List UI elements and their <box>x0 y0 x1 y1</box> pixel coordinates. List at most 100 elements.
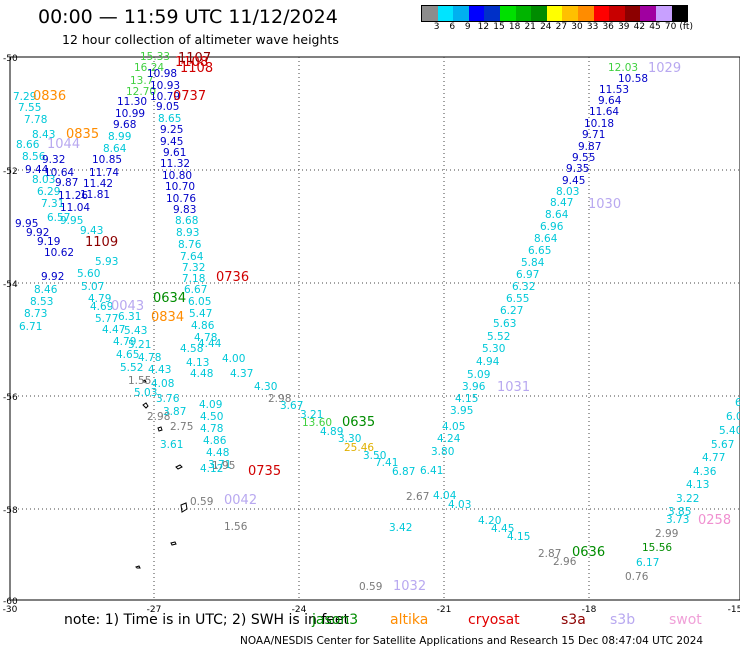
wave-height-value: 11.81 <box>80 189 110 201</box>
wave-height-value: 4.79 <box>88 293 111 305</box>
wave-height-value: 5.84 <box>521 257 545 269</box>
wave-height-value: 4.05 <box>442 421 465 433</box>
wave-height-value: 9.92 <box>41 271 64 283</box>
wave-height-value: 4.13 <box>686 479 709 491</box>
wave-height-value: 8.03 <box>556 186 579 198</box>
legend-tick-label: 33 <box>586 22 599 32</box>
wave-height-value: 8.53 <box>30 296 53 308</box>
wave-height-value: 12.03 <box>608 62 638 74</box>
wave-height-value: 6 <box>735 397 740 409</box>
wave-height-value: 7.64 <box>180 251 204 263</box>
legend-tick-label: 12 <box>477 22 490 32</box>
track-time-label: 0737 <box>173 89 206 104</box>
wave-height-value: 9.95 <box>60 215 83 227</box>
wave-height-value: 8.93 <box>176 227 199 239</box>
latitude-label: -60 <box>3 597 18 607</box>
wave-height-value: 9.45 <box>562 175 585 187</box>
wave-height-value: 11.26 <box>58 190 88 202</box>
wave-height-value: 6.67 <box>184 284 207 296</box>
track-time-label: 0636 <box>572 545 605 560</box>
legend-tick-label: 9 <box>464 22 471 32</box>
wave-height-value: 8.64 <box>534 233 558 245</box>
wave-height-value: 8.68 <box>175 215 198 227</box>
color-scale-labels: 3 6 9 12 15 18 21 24 27 30 33 36 39 42 45 70 (ft) <box>421 22 733 34</box>
wave-height-value: 5.52 <box>487 331 510 343</box>
wave-height-value: 4.86 <box>191 320 215 332</box>
wave-height-value: 6.57 <box>47 212 70 224</box>
wave-height-value: 0.59 <box>190 496 213 508</box>
wave-height-value: 4.50 <box>200 411 223 423</box>
latitude-label: -52 <box>3 167 18 177</box>
wave-height-value: 6.27 <box>500 305 523 317</box>
island-outlines <box>135 379 188 569</box>
legend-swatch <box>546 6 563 21</box>
wave-height-value: 10.64 <box>44 167 74 179</box>
wave-height-value: 5.21 <box>128 339 151 351</box>
track-time-label: 0635 <box>342 415 375 430</box>
island-outline <box>170 541 177 546</box>
wave-height-value: 4.30 <box>254 381 277 393</box>
wave-height-value: 9.19 <box>37 236 60 248</box>
track-time-label: 0736 <box>216 270 249 285</box>
wave-height-value: 11.74 <box>89 167 119 179</box>
wave-height-value: 4.04 <box>433 490 457 502</box>
wave-height-value: 5.63 <box>493 318 516 330</box>
wave-height-value: 5.67 <box>711 439 734 451</box>
wave-height-value: 4.09 <box>199 399 222 411</box>
wave-height-value: 9.44 <box>25 164 49 176</box>
legend-tick-label: 42 <box>633 22 646 32</box>
wave-height-value: 3.50 <box>363 450 386 462</box>
wave-height-value: 5.07 <box>81 281 104 293</box>
legend-tick-label: 30 <box>571 22 583 32</box>
wave-height-value: 4.48 <box>206 447 229 459</box>
wave-height-value: 8.64 <box>103 143 127 155</box>
wave-height-value: 9.95 <box>15 218 38 230</box>
track-time-label: 0835 <box>66 127 99 142</box>
wave-height-value: 9.87 <box>55 177 78 189</box>
wave-height-value: 3.76 <box>156 393 180 405</box>
wave-height-value: 3.21 <box>300 409 323 421</box>
note-text: note: 1) Time is in UTC; 2) SWH is in fe… <box>64 612 350 628</box>
wave-height-value: 10.62 <box>44 247 74 259</box>
wave-height-value: 4.79 <box>113 336 136 348</box>
legend-sat-cryosat: cryosat <box>468 612 520 628</box>
legend-sat-s3a: s3a <box>561 612 586 628</box>
wave-height-value: 10.79 <box>150 91 180 103</box>
legend-swatch <box>422 6 438 21</box>
wave-height-value: 8.03 <box>32 174 55 186</box>
wave-height-value: 10.76 <box>166 193 196 205</box>
wave-height-value: 0.59 <box>359 581 382 593</box>
wave-height-value: 6.55 <box>506 293 529 305</box>
wave-height-value: 5.40 <box>719 425 740 437</box>
legend-swatch <box>468 6 485 21</box>
track-time-label: 1030 <box>588 197 621 212</box>
wave-height-value: 3.42 <box>389 522 412 534</box>
track-time-label: 1029 <box>648 61 681 76</box>
wave-height-value: 10.99 <box>115 108 145 120</box>
wave-height-value: 4.89 <box>320 426 343 438</box>
wave-height-value: 4.24 <box>437 433 461 445</box>
track-time-label: 1108 <box>175 55 208 70</box>
wave-height-value: 2.99 <box>655 528 678 540</box>
wave-height-value: 9.87 <box>578 141 601 153</box>
wave-height-value: 4.69 <box>90 301 113 313</box>
wave-height-value: 5.77 <box>95 313 118 325</box>
legend-swatch <box>624 6 641 21</box>
wave-height-value: 9.05 <box>156 101 179 113</box>
wave-height-value: 3.96 <box>462 381 486 393</box>
wave-height-value: 9.71 <box>582 129 605 141</box>
wave-height-value: 9.61 <box>163 147 186 159</box>
wave-height-value: 4.94 <box>476 356 500 368</box>
track-time-label: 0834 <box>151 310 184 325</box>
legend-tick-label: 3 <box>433 22 440 32</box>
wave-height-value: 10.93 <box>150 80 180 92</box>
track-time-label: 1109 <box>85 235 118 250</box>
footer-credit: NOAA/NESDIS Center for Satellite Applica… <box>240 635 704 647</box>
wave-height-value: 4.47 <box>102 324 125 336</box>
map-frame <box>9 56 740 601</box>
track-time-label: 1031 <box>497 380 530 395</box>
wave-height-value: 4.12 <box>200 463 223 475</box>
map-axis-labels: -50 -52 -54 -56 -58 -60-30 -27 -24 -21 -18 -15 <box>3 54 740 615</box>
wave-height-value: 5.93 <box>95 256 118 268</box>
